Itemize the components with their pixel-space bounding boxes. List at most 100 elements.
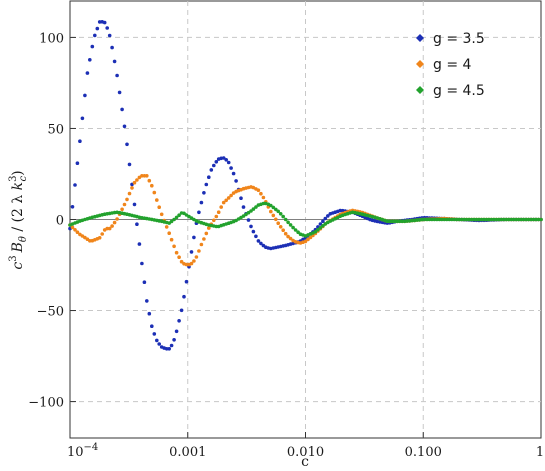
data-point <box>174 215 179 220</box>
data-point <box>492 217 496 222</box>
data-point <box>189 261 194 266</box>
data-point <box>321 219 325 223</box>
y-axis-title-c: c <box>10 262 26 270</box>
data-point <box>397 219 402 224</box>
data-point <box>316 228 320 232</box>
data-point <box>73 183 77 187</box>
data-point <box>504 217 509 222</box>
data-point <box>269 209 273 214</box>
data-point <box>204 231 209 236</box>
data-point <box>291 225 295 230</box>
x-tick-label: 1 <box>536 445 544 460</box>
data-point <box>489 217 494 222</box>
x-tick-label: 0.100 <box>405 445 442 460</box>
data-point <box>167 231 171 235</box>
legend: g = 3.5 g = 4 g = 4.5 <box>416 31 485 99</box>
data-point <box>241 205 246 209</box>
data-point <box>169 237 174 242</box>
series-layer <box>68 20 543 351</box>
data-point <box>212 163 216 168</box>
data-point <box>226 160 231 165</box>
data-point <box>90 44 95 49</box>
data-point <box>256 188 261 192</box>
data-point <box>442 217 447 222</box>
data-point <box>251 229 256 234</box>
data-point <box>231 171 236 176</box>
data-point <box>140 174 144 178</box>
data-point <box>199 242 204 247</box>
data-point <box>499 217 504 222</box>
data-point <box>524 217 528 222</box>
data-point <box>167 347 171 351</box>
data-point <box>427 217 432 222</box>
data-point <box>70 225 75 230</box>
data-point <box>164 347 169 351</box>
data-point <box>78 139 82 143</box>
data-point <box>212 218 216 223</box>
data-point <box>494 217 499 222</box>
y-axis-title-k: k <box>10 182 26 190</box>
data-point <box>477 217 481 222</box>
data-point <box>145 174 149 178</box>
data-point <box>207 226 211 230</box>
data-point <box>278 212 283 216</box>
data-point <box>259 241 263 246</box>
data-point <box>254 234 258 239</box>
legend-marker <box>416 34 424 42</box>
data-point <box>172 244 176 249</box>
data-point <box>432 217 437 222</box>
data-point <box>120 107 124 112</box>
data-point <box>88 58 92 62</box>
data-point <box>169 219 174 224</box>
data-point <box>254 205 258 209</box>
data-point <box>388 219 392 224</box>
data-point <box>526 217 531 222</box>
data-point <box>197 210 201 215</box>
legend-label: g = 4.5 <box>433 83 485 99</box>
y-axis-title-theta: θ <box>18 236 29 242</box>
data-point <box>239 196 243 200</box>
data-point <box>105 226 109 231</box>
data-point <box>194 255 199 259</box>
data-point <box>440 217 444 222</box>
data-point <box>155 198 159 202</box>
data-point <box>536 217 541 222</box>
data-point <box>142 280 147 285</box>
data-point <box>145 299 149 303</box>
data-point <box>286 220 290 225</box>
data-point <box>122 202 127 207</box>
data-point <box>150 324 154 329</box>
data-point <box>521 217 526 222</box>
data-point <box>479 217 484 222</box>
data-point <box>192 235 196 240</box>
data-point <box>105 26 109 30</box>
data-point <box>422 217 427 222</box>
data-point <box>177 319 181 323</box>
data-point <box>445 217 449 222</box>
data-point <box>107 33 112 38</box>
data-point <box>278 225 283 229</box>
x-tick-label: 0.001 <box>169 445 206 460</box>
data-point <box>511 217 516 222</box>
data-point <box>70 205 75 209</box>
data-point <box>127 162 132 167</box>
data-point <box>249 224 253 229</box>
data-point <box>274 217 278 222</box>
legend-marker <box>416 60 424 68</box>
y-tick-label: 100 <box>39 31 64 46</box>
data-point <box>283 231 288 236</box>
data-point <box>303 239 308 244</box>
data-point <box>269 203 273 208</box>
data-point <box>207 175 211 179</box>
data-point <box>261 195 266 200</box>
data-point <box>97 236 102 240</box>
data-point <box>281 214 286 219</box>
y-axis-title-kexp: 3 <box>8 175 19 181</box>
data-point <box>152 332 157 336</box>
data-point <box>400 219 405 224</box>
data-point <box>229 166 233 170</box>
data-point <box>130 186 134 190</box>
data-point <box>107 226 112 231</box>
y-axis-title-close: ) <box>10 170 26 175</box>
data-point <box>502 217 506 222</box>
